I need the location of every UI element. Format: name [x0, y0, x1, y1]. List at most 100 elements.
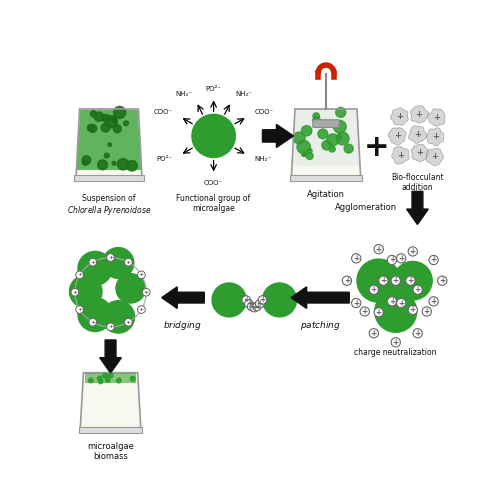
- Text: +: +: [72, 290, 78, 295]
- Circle shape: [102, 373, 108, 378]
- Circle shape: [342, 276, 351, 285]
- Bar: [74, 175, 144, 181]
- Text: +: +: [139, 273, 144, 277]
- Circle shape: [104, 153, 109, 158]
- Circle shape: [114, 107, 126, 118]
- Polygon shape: [426, 128, 444, 146]
- Circle shape: [138, 271, 145, 279]
- Circle shape: [329, 146, 335, 152]
- Text: +: +: [126, 320, 131, 325]
- Text: +: +: [394, 132, 401, 140]
- Text: +: +: [243, 296, 250, 304]
- Text: +: +: [389, 255, 395, 265]
- Text: NH₂⁻: NH₂⁻: [235, 91, 252, 97]
- Circle shape: [336, 135, 342, 140]
- Circle shape: [98, 376, 102, 381]
- Text: COO⁻: COO⁻: [255, 109, 274, 115]
- Text: +: +: [370, 285, 377, 294]
- Circle shape: [352, 254, 361, 263]
- Text: +: +: [424, 307, 430, 316]
- Polygon shape: [76, 110, 142, 170]
- Circle shape: [124, 318, 132, 326]
- Circle shape: [98, 160, 108, 170]
- Circle shape: [374, 308, 384, 317]
- Text: +: +: [414, 130, 421, 139]
- Circle shape: [116, 274, 146, 303]
- Text: Agitation: Agitation: [307, 190, 345, 199]
- Circle shape: [103, 247, 134, 278]
- Circle shape: [82, 160, 88, 165]
- Circle shape: [116, 378, 121, 383]
- Text: COO⁻: COO⁻: [204, 180, 223, 186]
- Circle shape: [429, 255, 438, 265]
- Circle shape: [357, 259, 401, 302]
- Text: +: +: [77, 273, 82, 277]
- Circle shape: [89, 318, 96, 326]
- Bar: [290, 175, 362, 181]
- Text: +: +: [256, 300, 263, 308]
- Circle shape: [408, 305, 418, 315]
- Circle shape: [242, 296, 250, 304]
- Polygon shape: [410, 106, 428, 123]
- Circle shape: [88, 125, 94, 131]
- Text: NH₂⁻: NH₂⁻: [175, 91, 192, 97]
- Circle shape: [336, 132, 349, 145]
- Polygon shape: [162, 287, 204, 308]
- Text: +: +: [380, 276, 386, 285]
- Circle shape: [388, 255, 396, 265]
- Polygon shape: [100, 340, 122, 373]
- Text: +: +: [254, 302, 260, 311]
- Text: +: +: [392, 338, 399, 347]
- Circle shape: [106, 323, 114, 331]
- Text: COO⁻: COO⁻: [153, 109, 172, 115]
- Text: +: +: [410, 247, 416, 256]
- Circle shape: [250, 303, 258, 312]
- Text: +: +: [430, 255, 436, 265]
- Text: +: +: [77, 307, 82, 312]
- Circle shape: [118, 159, 129, 170]
- Text: +: +: [376, 308, 382, 317]
- Circle shape: [378, 276, 388, 285]
- Circle shape: [352, 299, 361, 308]
- Polygon shape: [262, 124, 294, 147]
- Circle shape: [413, 285, 422, 294]
- Circle shape: [313, 116, 320, 124]
- Circle shape: [369, 328, 378, 338]
- Circle shape: [138, 306, 145, 313]
- Polygon shape: [428, 109, 445, 126]
- Circle shape: [391, 276, 400, 285]
- Text: +: +: [392, 276, 399, 285]
- Text: +: +: [416, 148, 424, 157]
- Circle shape: [429, 297, 438, 306]
- Text: +: +: [108, 255, 113, 260]
- Circle shape: [76, 306, 84, 313]
- Polygon shape: [292, 109, 360, 178]
- FancyBboxPatch shape: [313, 120, 339, 128]
- Text: +: +: [431, 152, 438, 161]
- Text: +: +: [353, 299, 360, 307]
- Circle shape: [102, 114, 110, 122]
- Text: charge neutralization: charge neutralization: [354, 348, 437, 356]
- Text: +: +: [397, 151, 404, 160]
- Circle shape: [90, 111, 96, 117]
- Text: +: +: [398, 299, 404, 307]
- Text: +: +: [389, 297, 395, 306]
- Circle shape: [108, 143, 112, 146]
- Circle shape: [307, 149, 312, 153]
- Polygon shape: [411, 144, 429, 162]
- Circle shape: [101, 123, 110, 132]
- Circle shape: [108, 373, 113, 378]
- Polygon shape: [83, 374, 138, 384]
- Circle shape: [142, 288, 150, 296]
- Text: +: +: [434, 113, 440, 122]
- Text: +: +: [353, 254, 360, 263]
- Text: +: +: [90, 320, 96, 325]
- Circle shape: [112, 118, 116, 122]
- Circle shape: [112, 161, 116, 165]
- Text: +: +: [414, 329, 421, 338]
- Text: $\it{patching}$: $\it{patching}$: [300, 319, 341, 332]
- Bar: [78, 427, 142, 433]
- Text: +: +: [396, 112, 403, 121]
- Text: +: +: [251, 303, 258, 312]
- Circle shape: [124, 258, 132, 266]
